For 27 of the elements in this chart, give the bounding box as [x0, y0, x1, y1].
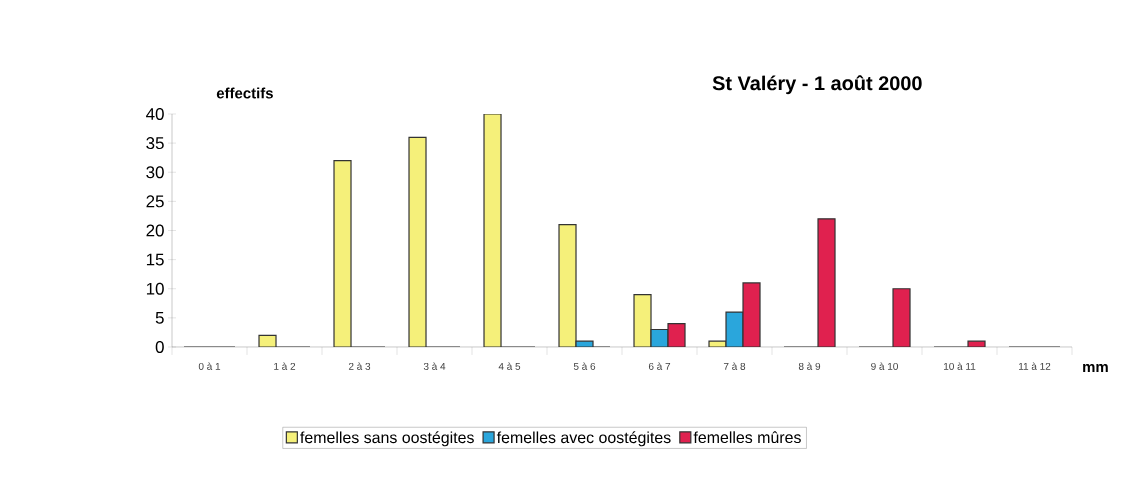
x-tick-label: 10 à 11	[944, 362, 976, 370]
legend-label: femelles avec oostégites	[496, 431, 671, 447]
x-tick-label: 6 à 7	[648, 362, 671, 370]
y-tick-label: 25	[146, 195, 164, 208]
x-tick-label: 1 à 2	[274, 362, 296, 370]
x-tick-label: 5 à 6	[573, 362, 596, 370]
chart-title: St Valéry - 1 août 2000	[712, 75, 922, 95]
x-tick-label: 11 à 12	[1019, 362, 1051, 370]
y-tick-label: 35	[146, 137, 164, 150]
x-tick-label: 0 à 1	[198, 362, 221, 370]
y-tick-label: 15	[146, 253, 164, 266]
legend-label: femelles mûres	[693, 431, 801, 444]
x-tick-label: 3 à 4	[423, 362, 446, 370]
legend-label: femelles sans oostégites	[300, 431, 474, 447]
x-tick-label: 7 à 8	[723, 362, 746, 370]
x-axis-title: mm	[1083, 363, 1108, 372]
y-tick-label: 40	[146, 107, 164, 120]
x-tick-label: 2 à 3	[348, 362, 371, 370]
x-tick-label: 4 à 5	[498, 362, 521, 370]
x-tick-label: 8 à 9	[798, 362, 821, 370]
y-tick-label: 20	[146, 224, 164, 237]
y-axis-title: effectifs	[216, 87, 273, 99]
x-tick-label: 9 à 10	[871, 362, 898, 370]
y-tick-label: 30	[146, 166, 164, 179]
y-tick-label: 10	[146, 282, 164, 295]
y-tick-label: 5	[155, 311, 164, 324]
y-tick-label: 0	[155, 340, 164, 353]
